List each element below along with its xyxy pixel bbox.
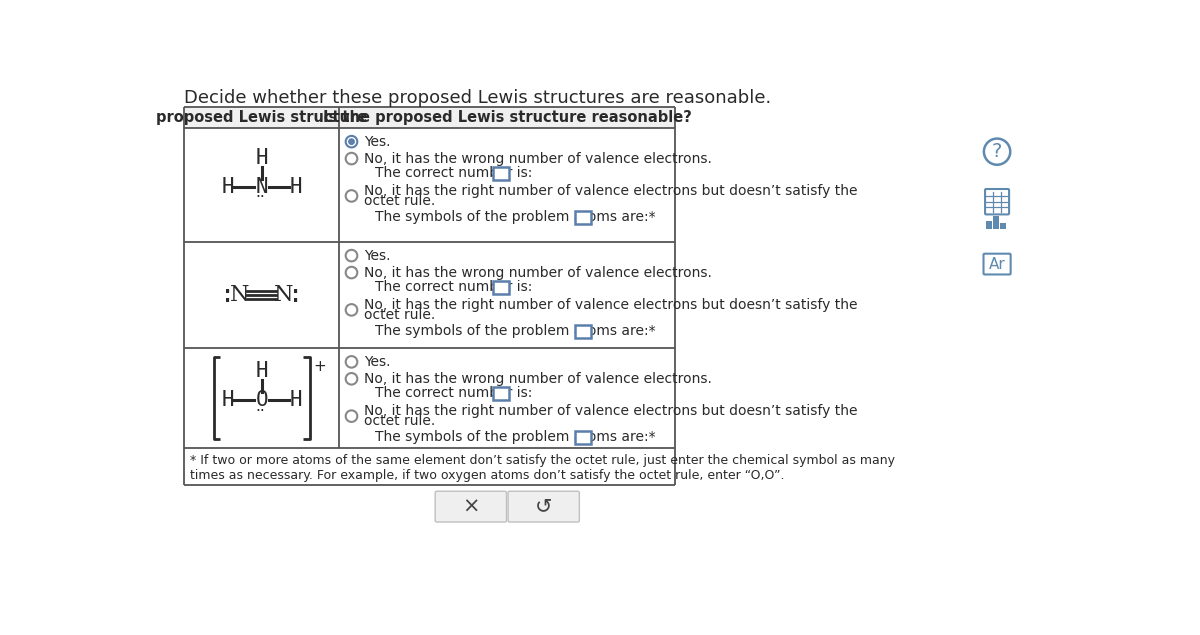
Text: * If two or more atoms of the same element don’t satisfy the octet rule, just en: * If two or more atoms of the same eleme… bbox=[191, 454, 895, 482]
Bar bbox=[986, 221, 991, 229]
Text: No, it has the right number of valence electrons but doesn’t satisfy the: No, it has the right number of valence e… bbox=[364, 184, 857, 198]
Text: H: H bbox=[256, 361, 268, 381]
Text: H: H bbox=[221, 177, 234, 197]
Text: Ar: Ar bbox=[989, 257, 1006, 272]
Circle shape bbox=[984, 138, 1010, 164]
Text: H: H bbox=[289, 391, 302, 410]
Circle shape bbox=[346, 356, 358, 368]
Text: octet rule.: octet rule. bbox=[364, 414, 436, 428]
Text: H: H bbox=[221, 391, 234, 410]
Bar bbox=[493, 387, 509, 400]
Bar bbox=[1000, 222, 1006, 229]
Text: Yes.: Yes. bbox=[364, 355, 390, 369]
Text: octet rule.: octet rule. bbox=[364, 308, 436, 322]
Text: The correct number is:: The correct number is: bbox=[374, 387, 532, 401]
Text: No, it has the right number of valence electrons but doesn’t satisfy the: No, it has the right number of valence e… bbox=[364, 404, 857, 418]
Text: ×: × bbox=[462, 497, 480, 517]
Text: The symbols of the problem atoms are:*: The symbols of the problem atoms are:* bbox=[374, 324, 655, 338]
Text: Decide whether these proposed Lewis structures are reasonable.: Decide whether these proposed Lewis stru… bbox=[184, 89, 772, 107]
Circle shape bbox=[346, 304, 358, 316]
Text: :: : bbox=[288, 283, 304, 307]
Text: ··: ·· bbox=[256, 190, 265, 205]
Text: H: H bbox=[289, 177, 302, 197]
Text: ··: ·· bbox=[256, 404, 265, 418]
Text: No, it has the wrong number of valence electrons.: No, it has the wrong number of valence e… bbox=[364, 152, 712, 166]
Text: N: N bbox=[274, 284, 293, 306]
Text: No, it has the wrong number of valence electrons.: No, it has the wrong number of valence e… bbox=[364, 372, 712, 386]
Circle shape bbox=[346, 267, 358, 278]
FancyBboxPatch shape bbox=[436, 491, 506, 522]
FancyBboxPatch shape bbox=[985, 189, 1009, 215]
Text: ?: ? bbox=[992, 142, 1002, 161]
Bar bbox=[576, 324, 590, 338]
Bar bbox=[576, 431, 590, 444]
Text: N: N bbox=[230, 284, 250, 306]
Bar bbox=[340, 107, 676, 128]
Circle shape bbox=[346, 410, 358, 422]
Text: :: : bbox=[220, 283, 235, 307]
Text: +: + bbox=[313, 359, 326, 374]
Bar bbox=[994, 217, 998, 229]
Text: Yes.: Yes. bbox=[364, 135, 390, 149]
Circle shape bbox=[349, 139, 354, 144]
Text: N: N bbox=[256, 177, 268, 197]
Bar bbox=[493, 166, 509, 180]
Text: No, it has the right number of valence electrons but doesn’t satisfy the: No, it has the right number of valence e… bbox=[364, 298, 857, 312]
Text: H: H bbox=[256, 148, 268, 168]
Text: proposed Lewis structure: proposed Lewis structure bbox=[156, 110, 367, 125]
Text: Yes.: Yes. bbox=[364, 249, 390, 263]
Circle shape bbox=[346, 136, 358, 147]
Text: O: O bbox=[256, 391, 268, 410]
Text: The correct number is:: The correct number is: bbox=[374, 166, 532, 180]
Text: The symbols of the problem atoms are:*: The symbols of the problem atoms are:* bbox=[374, 431, 655, 444]
FancyBboxPatch shape bbox=[508, 491, 580, 522]
Bar bbox=[576, 211, 590, 224]
Circle shape bbox=[346, 153, 358, 164]
FancyBboxPatch shape bbox=[984, 254, 1010, 274]
Bar bbox=[493, 281, 509, 294]
Circle shape bbox=[346, 250, 358, 262]
Text: octet rule.: octet rule. bbox=[364, 194, 436, 208]
Bar bbox=[184, 107, 340, 128]
Text: ↺: ↺ bbox=[535, 497, 552, 517]
Circle shape bbox=[346, 190, 358, 202]
Text: No, it has the wrong number of valence electrons.: No, it has the wrong number of valence e… bbox=[364, 265, 712, 279]
Text: The symbols of the problem atoms are:*: The symbols of the problem atoms are:* bbox=[374, 210, 655, 224]
Text: Is the proposed Lewis structure reasonable?: Is the proposed Lewis structure reasonab… bbox=[323, 110, 691, 125]
Text: The correct number is:: The correct number is: bbox=[374, 280, 532, 294]
Circle shape bbox=[346, 373, 358, 385]
